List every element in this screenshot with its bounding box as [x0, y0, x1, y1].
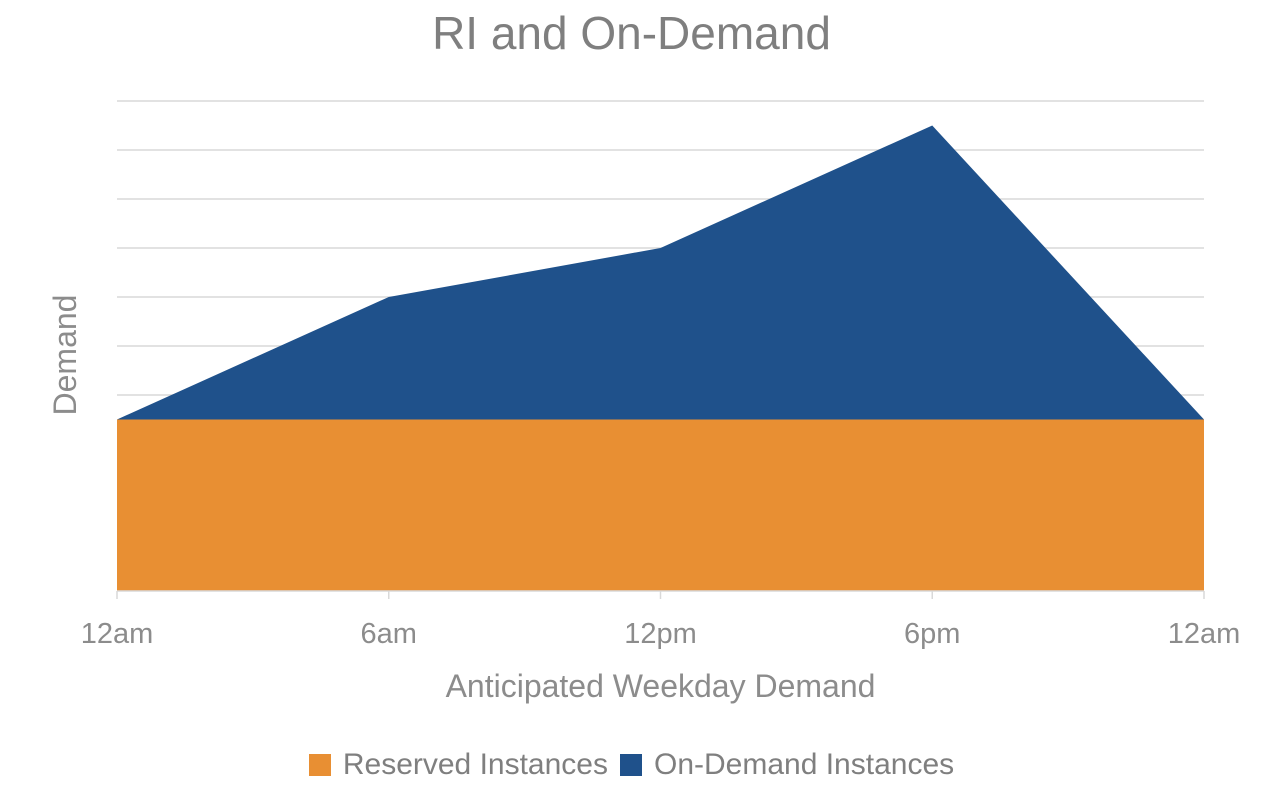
area-series-on-demand	[117, 125, 1204, 420]
legend-label-on-demand: On-Demand Instances	[653, 748, 955, 781]
x-tick-label: 12am	[81, 618, 154, 650]
x-tick-label: 12am	[1168, 618, 1241, 650]
legend-item-reserved: Reserved Instances	[308, 748, 608, 782]
y-axis-title: Demand	[47, 295, 83, 416]
legend: Reserved Instances On-Demand Instances	[0, 748, 1263, 782]
x-axis-title: Anticipated Weekday Demand	[446, 668, 876, 704]
x-tick-label: 6pm	[904, 618, 960, 650]
area-series-reserved	[117, 419, 1204, 591]
x-tick-label: 12pm	[624, 618, 697, 650]
x-tick-label: 6am	[361, 618, 417, 650]
legend-swatch-reserved	[308, 754, 331, 776]
plot-areas	[117, 125, 1204, 591]
legend-swatch-on-demand	[619, 754, 642, 776]
legend-label-reserved: Reserved Instances	[342, 748, 608, 781]
x-tick-labels: 12am 6am 12pm 6pm 12am	[81, 618, 1241, 650]
legend-item-on-demand: On-Demand Instances	[619, 748, 955, 782]
x-axis	[116, 590, 1205, 599]
chart-title: RI and On-Demand	[432, 7, 831, 59]
